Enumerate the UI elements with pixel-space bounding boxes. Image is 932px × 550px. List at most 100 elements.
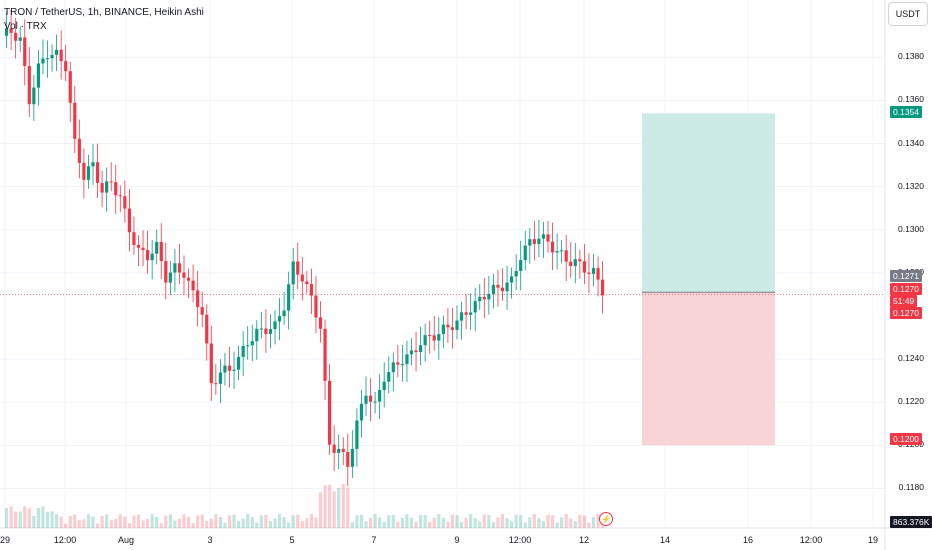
candle-body	[364, 395, 368, 404]
candle-body	[378, 389, 382, 402]
volume-bar	[118, 514, 122, 528]
volume-bar	[91, 516, 95, 528]
candle-body	[368, 395, 373, 402]
price-axis-label: 0.1320	[898, 180, 924, 191]
time-axis-label: 29	[0, 535, 11, 545]
candle-body	[414, 350, 418, 353]
candle-body	[14, 32, 18, 41]
candle-body	[237, 356, 241, 370]
candle-body	[514, 270, 518, 277]
volume-indicator-label[interactable]: Vol · TRX	[4, 21, 47, 32]
bolt-icon[interactable]: ⚡	[599, 512, 613, 526]
volume-bar	[127, 523, 131, 528]
candle-body	[18, 37, 22, 41]
candle-body	[487, 293, 491, 300]
volume-bar	[469, 514, 473, 528]
price-axis-label: 0.1360	[898, 94, 924, 105]
candle-body	[569, 261, 573, 266]
candle-body	[537, 238, 541, 244]
volume-bar	[428, 521, 432, 528]
price-axis-label: 0.1340	[898, 137, 924, 148]
volume-bar	[250, 517, 254, 528]
volume-bar	[287, 522, 291, 528]
volume-bar	[314, 517, 318, 528]
volume-bar	[282, 517, 286, 528]
candle-body	[546, 234, 550, 242]
price-axis-label: 0.1300	[898, 223, 924, 234]
candle-body	[601, 279, 605, 296]
loss-zone	[642, 292, 775, 446]
last-price-tag: 0.1270	[890, 283, 922, 295]
candle-body	[473, 301, 477, 313]
candle-body	[109, 181, 113, 183]
candle-body	[459, 312, 464, 321]
candle-body	[550, 241, 555, 253]
candle-body	[555, 251, 559, 253]
candle-body	[500, 287, 505, 292]
volume-bar	[455, 515, 459, 528]
volume-bar	[591, 517, 596, 528]
candle-body	[277, 316, 282, 322]
volume-bar	[355, 515, 359, 528]
symbol-title[interactable]: TRON / TetherUS, 1h, BINANCE, Heikin Ash…	[4, 7, 204, 18]
volume-bar	[55, 514, 59, 528]
candle-body	[50, 54, 54, 59]
candle-body	[146, 249, 150, 261]
candle-body	[387, 372, 391, 382]
volume-bar	[277, 514, 282, 528]
candle-body	[405, 354, 409, 365]
volume-bar	[59, 516, 63, 528]
volume-bar	[209, 518, 213, 528]
volume-bar	[341, 484, 345, 528]
target-price-tag: 0.1354	[890, 106, 922, 118]
currency-button[interactable]: USDT	[888, 2, 928, 26]
time-axis-label: 12:00	[799, 535, 823, 545]
candle-body	[9, 28, 13, 33]
volume-bar	[164, 515, 168, 528]
candle-body	[159, 241, 163, 262]
stop-price-tag: 0.1200	[890, 433, 922, 445]
candle-body	[114, 182, 118, 196]
volume-bar	[64, 523, 68, 528]
volume-bar	[82, 519, 86, 528]
volume-bar	[359, 514, 364, 528]
candle-body	[328, 380, 332, 445]
candle-body	[318, 317, 323, 329]
volume-bar	[150, 514, 154, 528]
volume-bar	[273, 518, 277, 528]
profit-zone	[642, 113, 775, 293]
volume-bar	[532, 514, 536, 528]
volume-bar	[437, 514, 441, 528]
volume-bar	[255, 522, 259, 528]
volume-bar	[136, 514, 141, 528]
volume-bar	[332, 491, 336, 528]
volume-bar	[146, 518, 150, 528]
candle-body	[241, 345, 245, 357]
candle-body	[68, 71, 72, 103]
candle-body	[391, 362, 395, 373]
volume-bar	[346, 487, 350, 528]
volume-bar	[419, 515, 423, 528]
candle-body	[469, 312, 473, 315]
candle-body	[209, 343, 213, 384]
time-axis-label: 3	[207, 535, 213, 545]
volume-bar	[186, 516, 191, 528]
volume-bar	[218, 516, 222, 528]
volume-bar	[523, 522, 527, 528]
time-axis-label: 12:00	[508, 535, 532, 545]
volume-bar	[159, 523, 163, 528]
candle-body	[282, 310, 286, 317]
volume-bar	[232, 514, 236, 528]
volume-bar	[496, 517, 500, 528]
candle-body	[323, 328, 327, 381]
candle-body	[409, 350, 414, 355]
candle-body	[182, 272, 186, 278]
volume-bar	[373, 514, 377, 528]
candle-body	[309, 284, 313, 296]
volume-bar	[114, 519, 118, 528]
volume-bar	[41, 506, 45, 528]
volume-bar	[86, 514, 91, 528]
volume-bar	[4, 508, 9, 528]
volume-bar	[500, 514, 505, 528]
